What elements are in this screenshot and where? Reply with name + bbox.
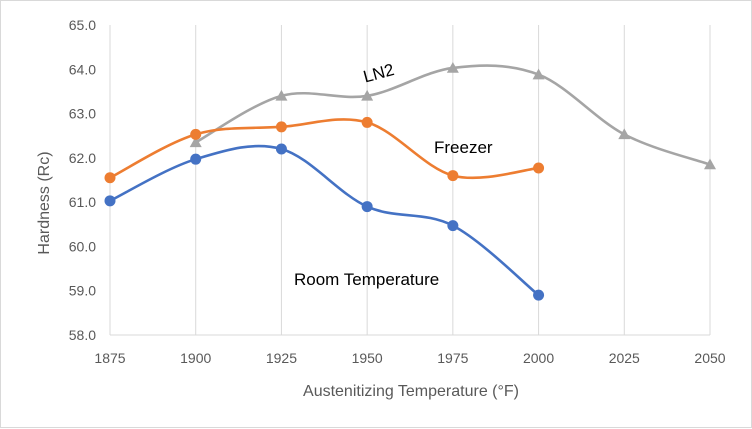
- annotation-freezer: Freezer: [434, 138, 493, 157]
- data-point-ln2: [532, 68, 545, 80]
- annotation-room-temperature: Room Temperature: [294, 270, 439, 289]
- data-point-room-temperature: [361, 201, 373, 213]
- y-tick-label: 59.0: [69, 283, 96, 299]
- y-tick-label: 63.0: [69, 106, 96, 122]
- x-tick-label: 2000: [523, 350, 554, 366]
- y-tick-label: 64.0: [69, 61, 96, 77]
- annotation-ln2: LN2: [361, 60, 396, 86]
- data-point-ln2: [275, 89, 288, 101]
- data-point-ln2: [704, 158, 716, 170]
- x-tick-label: 2025: [609, 350, 640, 366]
- data-point-freezer: [190, 128, 202, 140]
- data-point-ln2: [361, 89, 374, 101]
- data-point-room-temperature: [447, 220, 459, 232]
- x-axis-title: Austenitizing Temperature (°F): [303, 383, 519, 400]
- data-point-freezer: [533, 162, 545, 174]
- x-tick-label: 1900: [180, 350, 211, 366]
- y-tick-label: 61.0: [69, 194, 96, 210]
- data-point-freezer: [275, 121, 287, 133]
- data-point-freezer: [104, 172, 116, 184]
- y-tick-label: 60.0: [69, 238, 96, 254]
- data-point-room-temperature: [533, 289, 545, 301]
- data-point-freezer: [447, 170, 459, 182]
- x-tick-label: 1975: [437, 350, 468, 366]
- y-tick-label: 62.0: [69, 150, 96, 166]
- x-tick-label: 1950: [352, 350, 383, 366]
- y-tick-label: 65.0: [69, 17, 96, 33]
- y-axis-title: Hardness (Rc): [36, 151, 53, 254]
- data-point-room-temperature: [104, 195, 116, 207]
- series-layer: [104, 61, 716, 301]
- data-point-ln2: [446, 61, 459, 73]
- data-point-room-temperature: [275, 143, 287, 155]
- series-line-freezer: [109, 118, 539, 180]
- x-tick-label: 2050: [694, 350, 725, 366]
- x-tick-label: 1875: [94, 350, 125, 366]
- data-point-ln2: [189, 136, 202, 148]
- x-tick-label: 1925: [266, 350, 297, 366]
- data-point-room-temperature: [190, 153, 202, 165]
- tick-labels: 1875 1900 1925 1950 1975 2000 2025 2050 58.0 59.0…: [69, 17, 726, 366]
- data-point-ln2: [618, 128, 631, 140]
- data-point-freezer: [361, 116, 373, 128]
- series-line-room-temperature: [109, 144, 540, 297]
- y-tick-label: 58.0: [69, 327, 96, 343]
